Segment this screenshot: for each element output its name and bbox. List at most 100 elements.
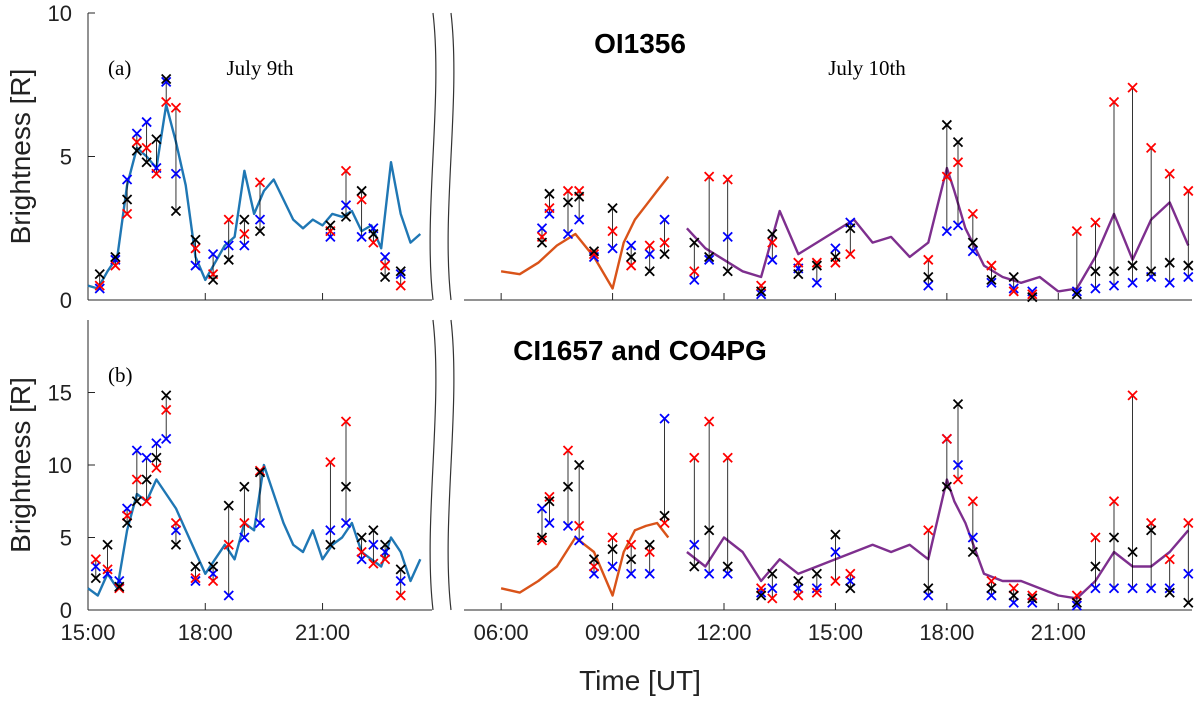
cross-marker-blue [689, 274, 700, 286]
cross-marker-blue [102, 568, 113, 579]
cross-marker-black [607, 543, 618, 555]
cross-marker-black [1108, 532, 1120, 543]
cross-marker-black [254, 467, 266, 478]
cross-marker-blue [1127, 583, 1138, 594]
cross-marker-red [254, 465, 266, 476]
cross-marker-black [644, 266, 655, 277]
cross-marker-blue [986, 277, 997, 288]
cross-marker-red [1127, 82, 1138, 93]
cross-marker-black [190, 234, 201, 245]
cross-marker-red [170, 517, 182, 529]
y-axis-title: Brightness [R] [5, 377, 36, 553]
cross-marker-blue [170, 168, 182, 179]
cross-marker-blue [704, 568, 715, 579]
cross-marker-red [121, 208, 133, 220]
cross-marker-black [811, 260, 822, 271]
cross-marker-blue [325, 525, 336, 536]
series-line-model-orange [500, 521, 670, 597]
cross-marker-blue [626, 568, 637, 579]
cross-marker-black [756, 590, 767, 601]
cross-marker-blue [121, 174, 133, 185]
cross-marker-blue [1090, 583, 1101, 594]
cross-marker-black [574, 459, 585, 471]
cross-marker-blue [207, 248, 219, 260]
cross-marker-blue [644, 568, 655, 579]
cross-marker-black [562, 481, 574, 492]
cross-marker-blue [239, 532, 250, 543]
cross-marker-red [536, 535, 548, 546]
cross-marker-blue [536, 223, 548, 234]
cross-marker-black [1071, 597, 1082, 608]
cross-marker-red [767, 593, 778, 604]
cross-marker-black [1008, 271, 1019, 283]
cross-marker-blue [756, 289, 767, 300]
cross-marker-black [986, 583, 997, 594]
cross-marker-blue [395, 269, 406, 280]
cross-marker-blue [1183, 271, 1194, 283]
cross-marker-blue [659, 214, 670, 225]
cross-marker-black [793, 575, 804, 587]
cross-marker-red [1164, 554, 1175, 565]
cross-marker-black [207, 561, 219, 572]
cross-marker-black [170, 205, 182, 217]
cross-marker-black [121, 517, 133, 529]
cross-marker-red [811, 257, 822, 268]
cross-marker-blue [1127, 277, 1138, 288]
cross-marker-blue [190, 260, 201, 271]
cross-marker-black [1183, 597, 1194, 608]
cross-marker-red [110, 260, 121, 271]
cross-marker-blue [544, 517, 555, 529]
cross-marker-red [170, 102, 182, 113]
cross-marker-blue [1008, 283, 1019, 294]
series-line-model-orange [500, 175, 670, 290]
cross-marker-blue [756, 587, 767, 598]
cross-marker-black [161, 73, 172, 85]
cross-marker-black [395, 266, 406, 277]
cross-marker-black [574, 191, 585, 202]
cross-marker-blue [223, 590, 234, 601]
cross-marker-black [626, 251, 637, 263]
axis-break-curve [447, 319, 455, 611]
cross-marker-red [340, 165, 352, 176]
cross-marker-blue [1146, 583, 1157, 594]
axis-break-curve [429, 319, 437, 611]
cross-marker-black [1164, 587, 1175, 598]
cross-marker-red [395, 590, 406, 601]
cross-marker-blue [644, 248, 655, 260]
cross-marker-black [207, 274, 219, 286]
cross-marker-red [141, 496, 152, 507]
cross-marker-black [325, 220, 336, 231]
cross-marker-red [811, 587, 822, 598]
cross-marker-black [239, 214, 250, 225]
series-line-model-blue [87, 463, 422, 597]
cross-marker-blue [626, 240, 637, 251]
cross-marker-blue [767, 254, 778, 265]
cross-marker-blue [607, 243, 618, 254]
cross-marker-blue [1090, 283, 1101, 294]
cross-marker-red [90, 554, 101, 565]
cross-marker-black [1146, 525, 1157, 536]
cross-marker-red [689, 452, 700, 463]
cross-marker-black [1027, 593, 1038, 604]
cross-marker-black [923, 271, 934, 283]
cross-marker-red [1008, 286, 1019, 297]
cross-marker-black [952, 398, 964, 410]
cross-marker-red [379, 260, 391, 271]
cross-marker-red [967, 208, 978, 220]
y-tick-label: 10 [48, 453, 72, 478]
cross-marker-black [1127, 546, 1138, 558]
cross-marker-blue [967, 532, 978, 543]
cross-marker-black [368, 525, 379, 536]
cross-marker-red [151, 462, 162, 474]
cross-marker-black [689, 561, 700, 572]
cross-marker-black [1127, 260, 1138, 271]
cross-marker-blue [659, 413, 670, 424]
date-label: July 10th [828, 56, 906, 80]
cross-marker-blue [254, 214, 266, 225]
cross-marker-red [967, 496, 978, 507]
y-axis-title: Brightness [R] [5, 69, 36, 245]
cross-marker-blue [161, 76, 172, 88]
cross-marker-black [659, 248, 670, 260]
x-axis-title: Time [UT] [579, 665, 701, 696]
